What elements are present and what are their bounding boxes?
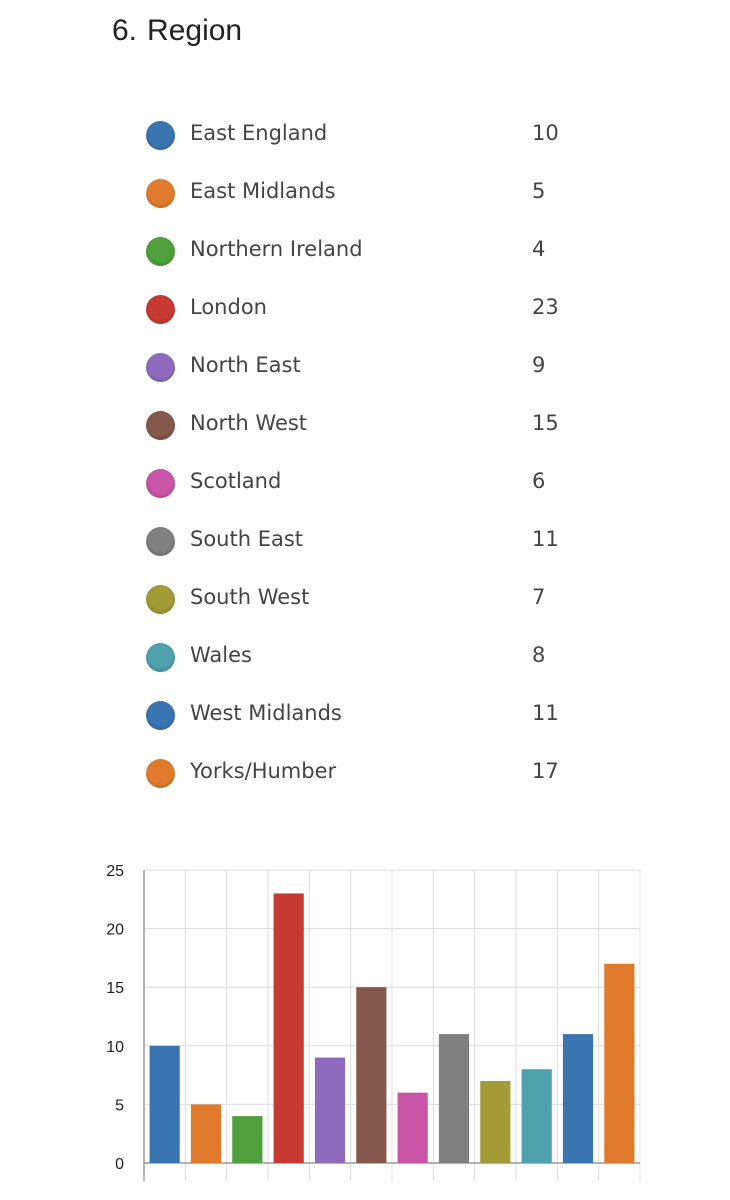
y-tick-label: 20 [106, 922, 124, 939]
legend-label: Scotland [190, 469, 282, 493]
y-tick-label: 10 [106, 1039, 124, 1056]
bar [521, 1069, 552, 1163]
legend-label: East Midlands [190, 179, 336, 203]
color-dot-icon [146, 585, 175, 614]
legend-item: East England 10 [146, 106, 626, 164]
color-dot-icon [146, 643, 175, 672]
bar [438, 1034, 470, 1163]
legend-item: East Midlands 5 [146, 164, 626, 222]
color-dot-icon [146, 469, 175, 498]
legend-item: North East 9 [146, 338, 626, 396]
legend-item: South East 11 [146, 512, 626, 570]
question-header: 6. Region [112, 14, 242, 48]
color-dot-icon [146, 179, 175, 208]
legend-label: North West [190, 411, 308, 435]
bar [397, 1092, 428, 1163]
bar-chart: 0 5 10 15 20 25 [106, 863, 641, 1181]
bar [232, 1116, 263, 1163]
legend-label: South East [190, 527, 304, 551]
bar [604, 963, 635, 1163]
color-dot-icon [146, 411, 175, 440]
legend-item: North West 15 [146, 396, 626, 454]
color-dot-icon [146, 759, 175, 788]
legend-label: South West [190, 585, 310, 609]
color-dot-icon [146, 701, 175, 730]
legend-item: Scotland 6 [146, 454, 626, 512]
legend-label: Yorks/Humber [190, 759, 337, 783]
legend-label: East England [190, 121, 328, 145]
color-dot-icon [146, 295, 175, 324]
legend-item: West Midlands 11 [146, 686, 626, 744]
legend-count: 10 [532, 121, 559, 145]
legend-count: 5 [532, 179, 546, 203]
legend-label: North East [190, 353, 301, 377]
legend-count: 11 [532, 701, 559, 725]
color-dot-icon [146, 237, 175, 266]
color-dot-icon [146, 121, 175, 150]
legend-count: 4 [532, 237, 546, 261]
y-tick-label: 5 [115, 1097, 124, 1114]
legend-label: West Midlands [190, 701, 342, 725]
y-tick-label: 15 [106, 980, 124, 997]
legend-count: 15 [532, 411, 559, 435]
bar [356, 987, 387, 1163]
color-dot-icon [146, 527, 175, 556]
question-number: 6. [112, 14, 138, 47]
legend-count: 7 [532, 585, 546, 609]
y-tick-label: 0 [115, 1156, 124, 1173]
legend-count: 8 [532, 643, 546, 667]
color-dot-icon [146, 353, 175, 382]
y-tick-label: 25 [106, 863, 124, 880]
bar [562, 1034, 594, 1163]
bar [273, 893, 304, 1163]
legend-item: Wales 8 [146, 628, 626, 686]
legend-label: London [190, 295, 267, 319]
legend-count: 6 [532, 469, 546, 493]
bar [480, 1080, 511, 1163]
bar [190, 1104, 222, 1163]
legend-count: 23 [532, 295, 559, 319]
legend-item: London 23 [146, 280, 626, 338]
bar [314, 1057, 346, 1163]
legend: East England 10 East Midlands 5 Northern Ire… [146, 106, 626, 802]
bar [149, 1045, 180, 1163]
legend-count: 17 [532, 759, 559, 783]
legend-label: Northern Ireland [190, 237, 363, 261]
legend-item: Yorks/Humber 17 [146, 744, 626, 802]
legend-count: 9 [532, 353, 546, 377]
legend-label: Wales [190, 643, 252, 667]
legend-count: 11 [532, 527, 559, 551]
question-title: Region [147, 14, 243, 47]
legend-item: South West 7 [146, 570, 626, 628]
legend-item: Northern Ireland 4 [146, 222, 626, 280]
